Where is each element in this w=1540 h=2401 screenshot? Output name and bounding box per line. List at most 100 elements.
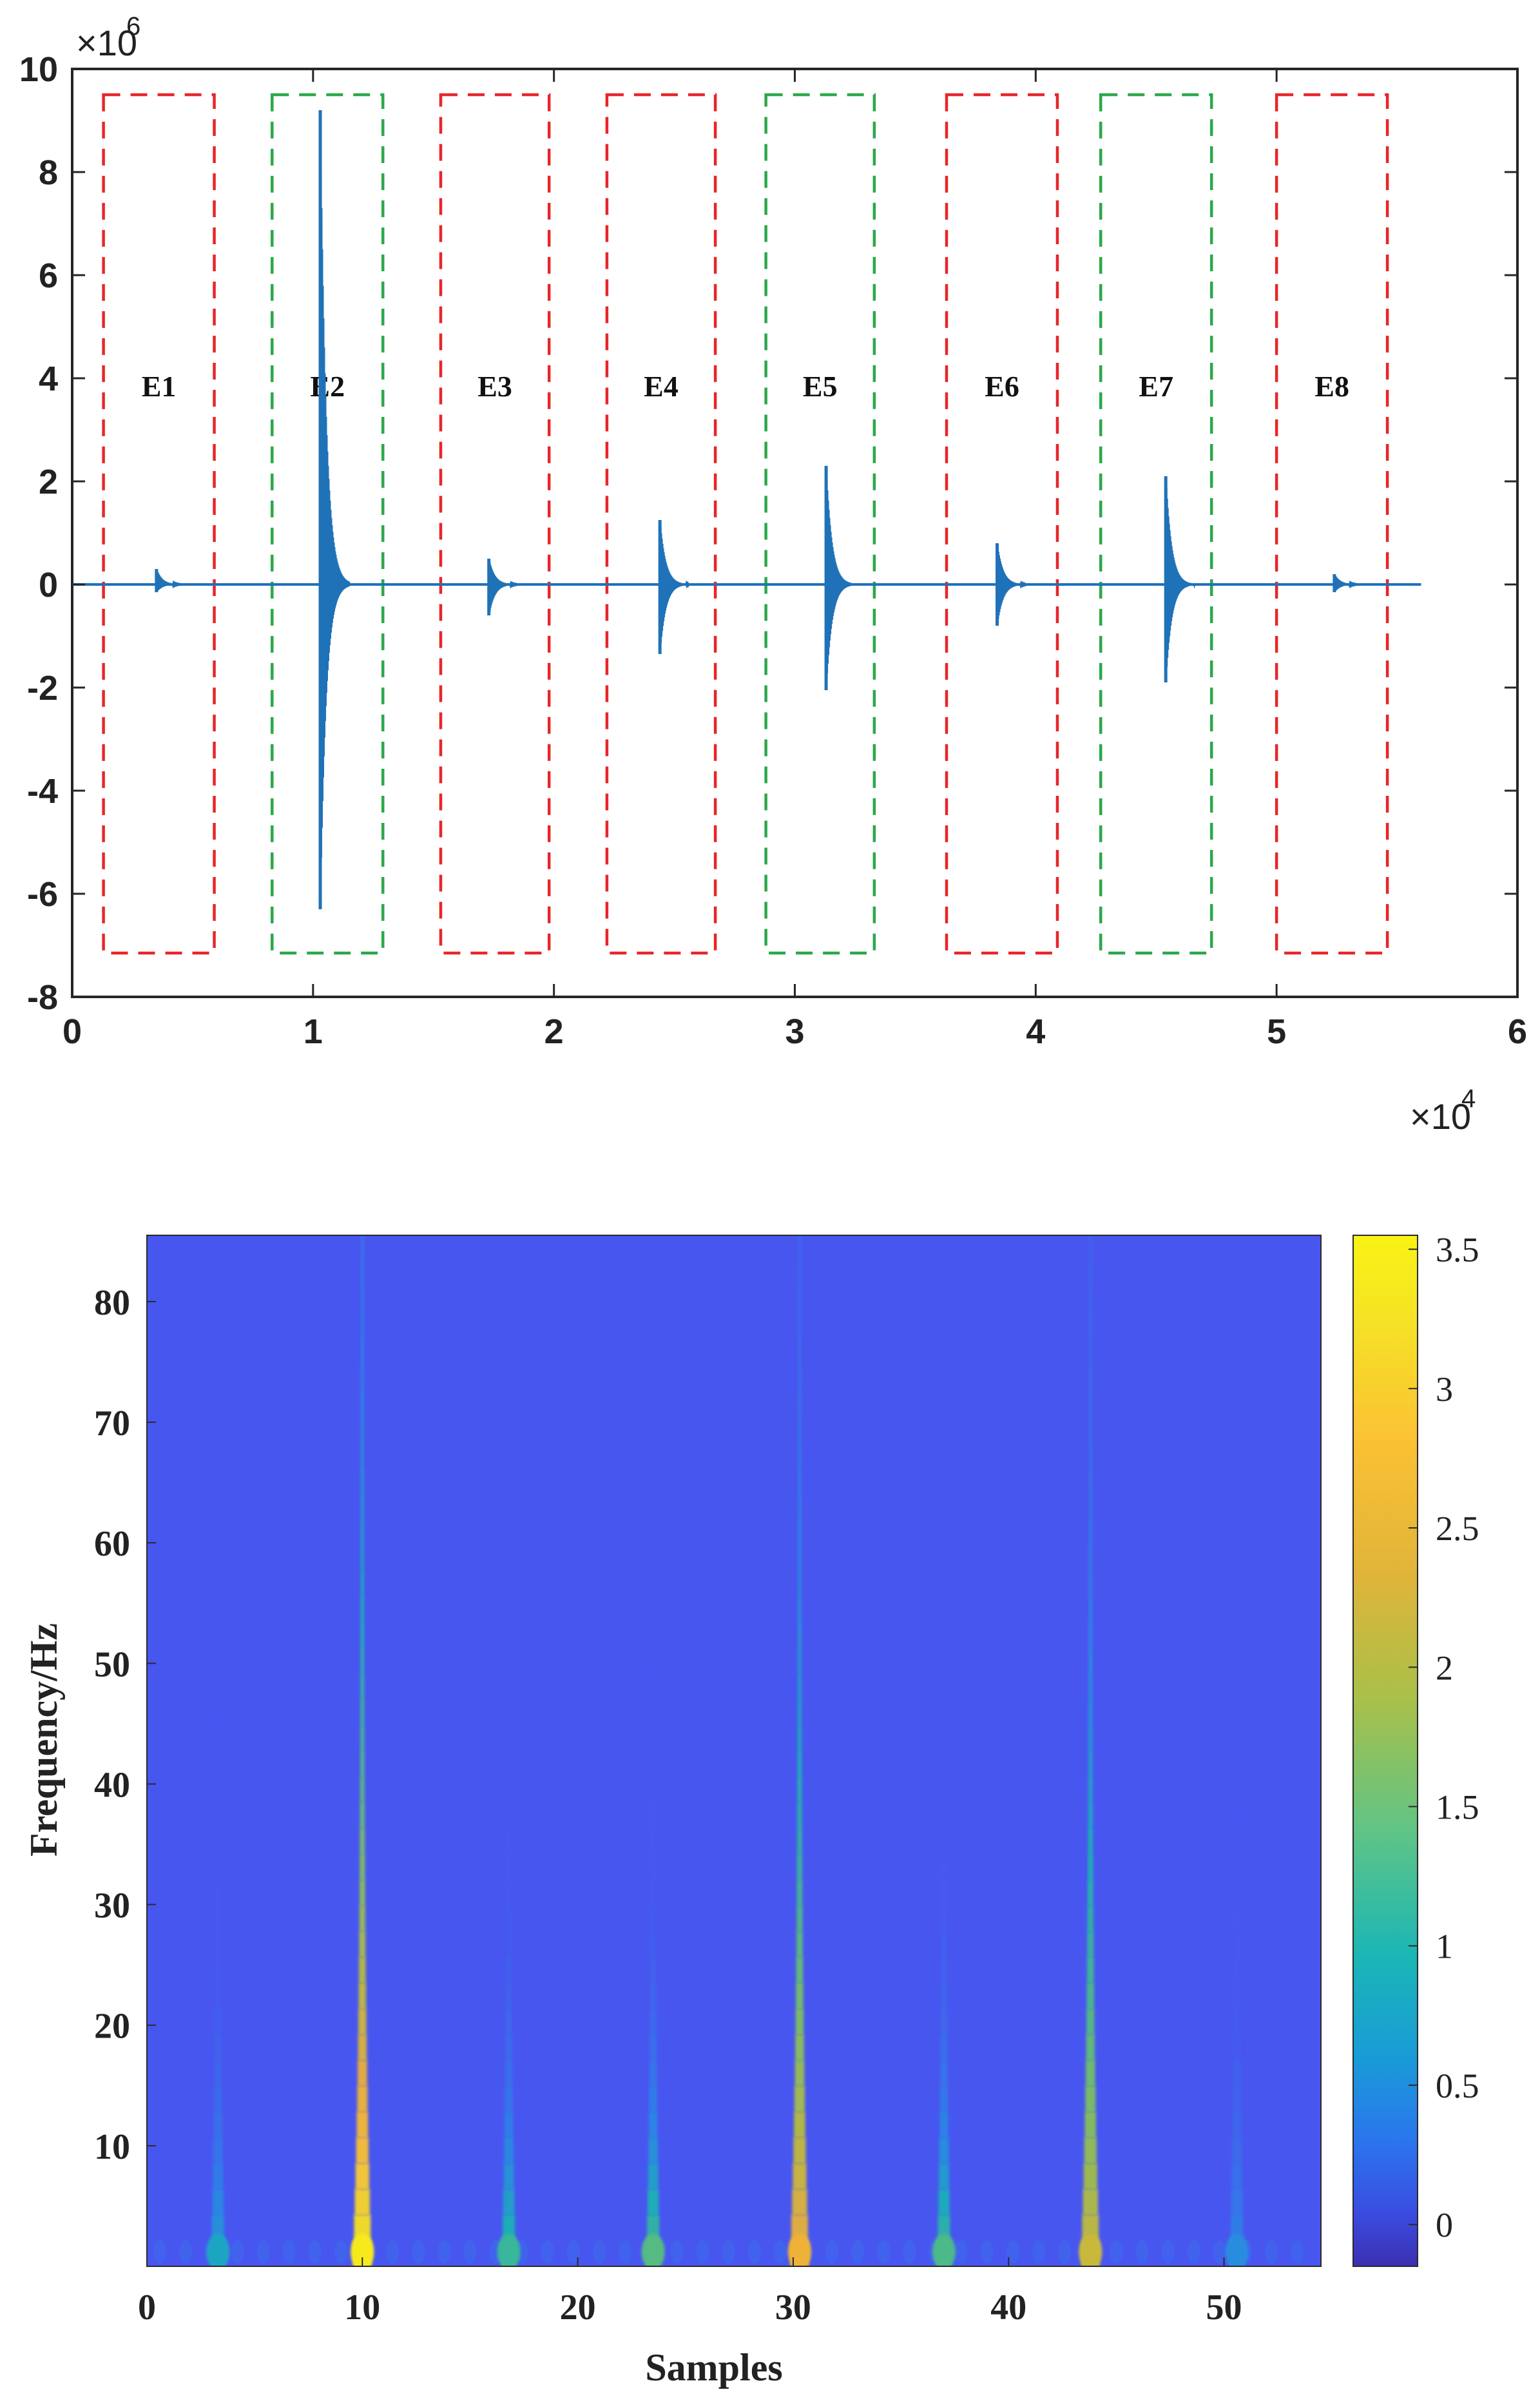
ridge-segment (1089, 1261, 1092, 1287)
ridge-segment (359, 1905, 365, 1932)
event-label-e8: E8 (1314, 370, 1349, 403)
ridge-segment (798, 1648, 802, 1674)
ridge-segment (651, 1802, 655, 1829)
band-blob (980, 2240, 994, 2264)
ridge-segment (939, 2112, 948, 2138)
ridge-segment (1232, 2112, 1242, 2138)
ridge-segment (360, 1622, 365, 1648)
y-tick-label: 8 (39, 153, 58, 192)
ridge-segment (357, 2086, 368, 2112)
ridge-segment (798, 1235, 802, 1262)
ridge-segment (505, 2060, 513, 2087)
x-tick-label: 3 (785, 1012, 804, 1051)
ridge-base (1225, 2233, 1249, 2266)
heatmap-y-tick-label: 50 (94, 1644, 130, 1684)
ridge-segment (798, 1545, 802, 1571)
ridge-segment (1234, 1905, 1240, 1932)
ridge-segment (651, 1313, 655, 1339)
x-tick-label: 5 (1267, 1012, 1286, 1051)
x-exponent: 4 (1461, 1085, 1476, 1113)
event-label-e3: E3 (477, 370, 512, 403)
ridge-segment (1235, 1416, 1238, 1442)
ridge-segment (794, 2112, 805, 2138)
x-multiplier: ×10 (1410, 1096, 1471, 1137)
band-blob (334, 2240, 347, 2264)
signal-burst (824, 465, 856, 690)
event-label-e1: E1 (142, 370, 177, 403)
ridge-segment (1088, 1442, 1092, 1468)
ridge-segment (360, 1570, 364, 1597)
y-tick-label: 4 (39, 360, 58, 398)
ridge-segment (507, 1235, 510, 1262)
ridge-segment (216, 1622, 220, 1648)
y-axis-title: Frequency/Hz (23, 1623, 65, 1856)
ridge-segment (798, 1442, 802, 1468)
x-axis-ticks: 0 1 2 3 4 5 6 (63, 69, 1527, 1051)
ridge-segment (1088, 1622, 1092, 1648)
ridge-segment (359, 1931, 366, 1958)
event-boxes: E1 E2 E3 E4 E5 E6 E7 E8 (102, 93, 1389, 955)
ridge-segment (1235, 1338, 1238, 1365)
ridge-segment (506, 1931, 512, 1958)
ridge-segment (217, 1313, 220, 1339)
ridge-segment (1089, 1235, 1092, 1262)
ridge-segment (941, 2009, 947, 2035)
ridge-segment (651, 1442, 655, 1468)
ridge-segment (1089, 1287, 1092, 1313)
ridge-segment (1233, 2034, 1240, 2061)
ridge-segment (1232, 2137, 1242, 2164)
ridge-segment (942, 1416, 946, 1442)
band-blob (747, 2240, 761, 2264)
ridge-segment (798, 1673, 802, 1700)
ridge-segment (1235, 1854, 1240, 1880)
ridge-segment (1235, 1442, 1238, 1468)
ridge-segment (1234, 1983, 1240, 2009)
ridge-segment (1089, 1390, 1092, 1416)
band-blob (1161, 2240, 1175, 2264)
ridge-segment (942, 1313, 946, 1339)
ridge-segment (360, 1648, 365, 1674)
band-blob (1291, 2240, 1304, 2264)
band-blob (231, 2240, 244, 2264)
ridge-segment (507, 1313, 510, 1339)
ridge-segment (216, 1545, 220, 1571)
heatmap-y-ticks: 10 20 30 40 50 60 70 80 (94, 1283, 156, 2167)
ridge-segment (360, 1699, 365, 1726)
heatmap-x-tick-label: 0 (138, 2288, 156, 2328)
ridge-segment (217, 1493, 220, 1519)
ridge-segment (1235, 1467, 1238, 1494)
ridge-segment (507, 1364, 510, 1391)
ridge-segment (1235, 1802, 1239, 1829)
ridge-segment (1084, 2137, 1097, 2164)
ridge-segment (796, 1931, 803, 1958)
colorbar-tick-label: 2 (1436, 1648, 1453, 1687)
ridge-segment (797, 1751, 802, 1777)
colorbar-tick-label: 0 (1436, 2206, 1453, 2244)
ridge-segment (507, 1519, 510, 1545)
ridge-segment (1233, 2060, 1241, 2087)
ridge-segment (506, 1802, 511, 1829)
ridge-segment (794, 2086, 805, 2112)
burst-oscillation (488, 558, 519, 614)
y-tick-label: 10 (19, 50, 58, 89)
ridge-segment (215, 1957, 221, 1983)
ridge (641, 1235, 665, 2266)
ridge-segment (506, 1854, 512, 1880)
colorbar (1352, 1235, 1418, 2267)
y-tick-label: -2 (27, 669, 58, 708)
ridge-segment (355, 2163, 369, 2190)
band-blob (696, 2240, 709, 2264)
ridge-segment (503, 2189, 515, 2215)
ridge-segment (651, 1416, 655, 1442)
ridge-segment (506, 1905, 512, 1932)
ridge-segment (1235, 1880, 1240, 1906)
ridge-base (932, 2233, 956, 2266)
ridge-segment (217, 1287, 220, 1313)
ridge (1079, 1235, 1102, 2266)
event-label-e7: E7 (1139, 370, 1173, 403)
ridge-segment (942, 1493, 946, 1519)
x-tick-label: 4 (1026, 1012, 1045, 1051)
event-label-e4: E4 (644, 370, 679, 403)
heatmap-x-ticks: 0 10 20 30 40 50 (138, 2257, 1242, 2328)
ridge-segment (1087, 1905, 1093, 1932)
